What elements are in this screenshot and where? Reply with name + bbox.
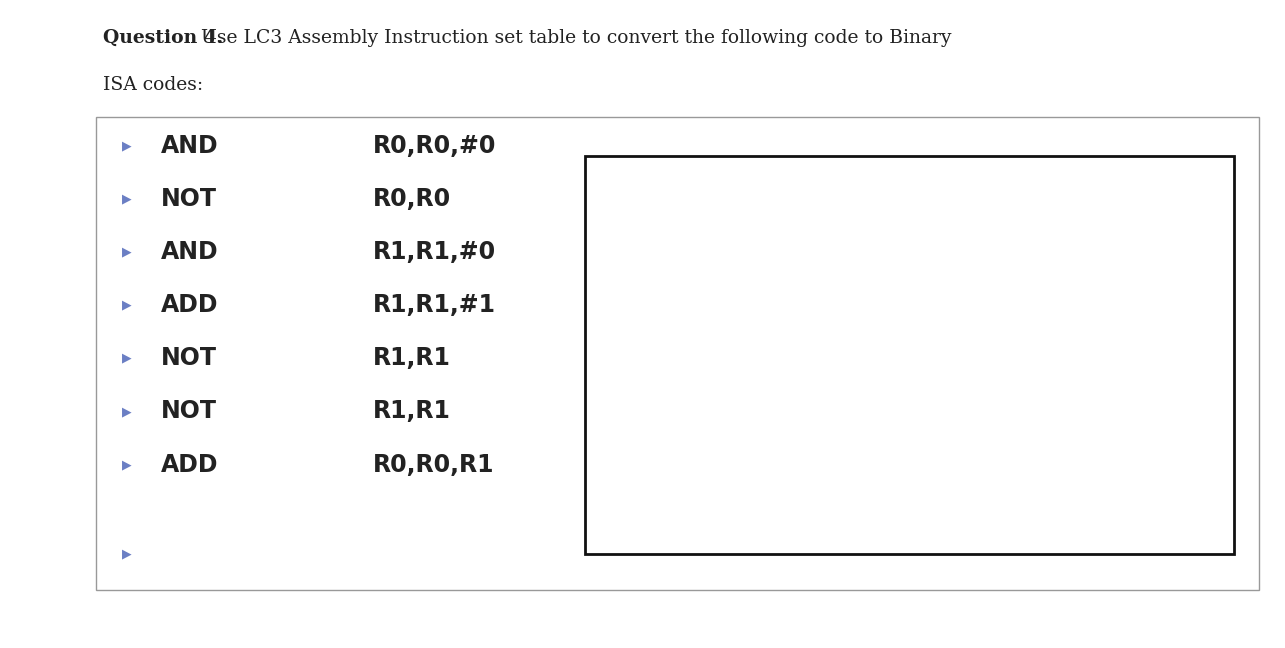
Text: ADD: ADD bbox=[161, 293, 218, 318]
Text: Use LC3 Assembly Instruction set table to convert the following code to Binary: Use LC3 Assembly Instruction set table t… bbox=[195, 29, 952, 47]
Text: ▶: ▶ bbox=[122, 405, 131, 418]
Bar bbox=[96, 117, 1259, 590]
Text: AND: AND bbox=[161, 240, 218, 264]
Text: ISA codes:: ISA codes: bbox=[103, 76, 203, 94]
Text: ▶: ▶ bbox=[122, 352, 131, 365]
Text: Question 4.: Question 4. bbox=[103, 29, 224, 47]
Text: R1,R1,#1: R1,R1,#1 bbox=[373, 293, 496, 318]
Text: ▶: ▶ bbox=[122, 246, 131, 259]
Text: R1,R1,#0: R1,R1,#0 bbox=[373, 240, 496, 264]
Text: ADD: ADD bbox=[161, 452, 218, 477]
Text: ▶: ▶ bbox=[122, 458, 131, 471]
Text: ▶: ▶ bbox=[122, 139, 131, 152]
Text: R1,R1: R1,R1 bbox=[373, 399, 451, 424]
Text: R1,R1: R1,R1 bbox=[373, 346, 451, 371]
Text: R0,R0,#0: R0,R0,#0 bbox=[373, 133, 496, 158]
Text: NOT: NOT bbox=[161, 399, 217, 424]
Text: NOT: NOT bbox=[161, 346, 217, 371]
Text: ▶: ▶ bbox=[122, 299, 131, 312]
Text: ▶: ▶ bbox=[122, 548, 131, 561]
Bar bbox=[585, 156, 1234, 554]
Text: ▶: ▶ bbox=[122, 192, 131, 205]
Text: R0,R0: R0,R0 bbox=[373, 187, 451, 211]
Text: R0,R0,R1: R0,R0,R1 bbox=[373, 452, 495, 477]
Text: AND: AND bbox=[161, 133, 218, 158]
Text: NOT: NOT bbox=[161, 187, 217, 211]
